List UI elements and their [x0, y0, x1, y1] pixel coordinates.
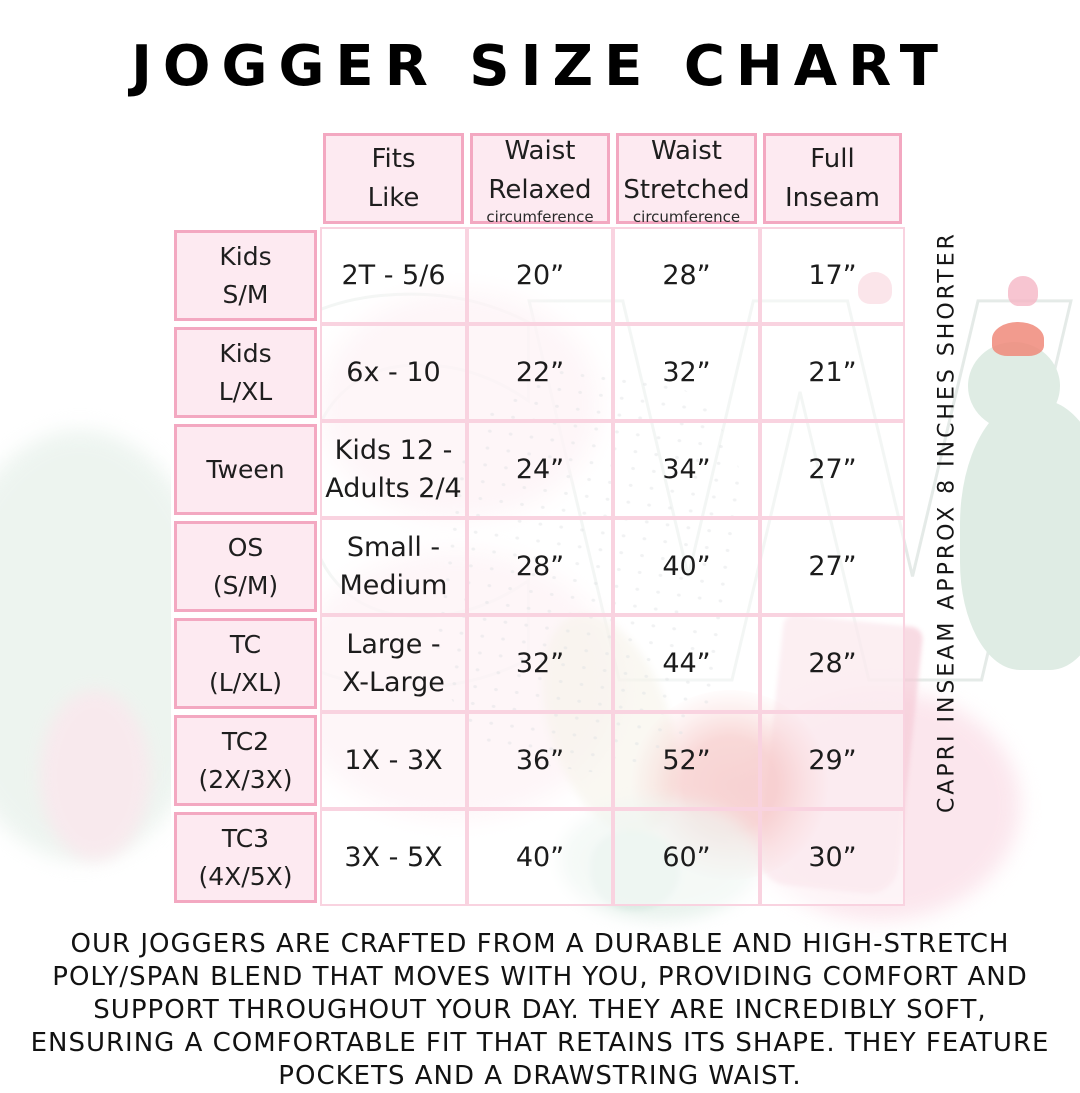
corner-cell: [171, 130, 320, 227]
data-value: 17”: [808, 259, 857, 291]
tulip-decoration: [1008, 276, 1038, 306]
data-cell: 34”: [613, 421, 760, 518]
data-value: 1X - 3X: [344, 744, 443, 776]
data-value: 40”: [662, 550, 711, 582]
size-chart-table: Fits Like Waist Relaxed circumference Waist…: [171, 130, 905, 906]
data-value: 3X - 5X: [344, 841, 443, 873]
row-label-cell: TC2 (2X/3X): [171, 712, 320, 809]
page-title: JOGGER SIZE CHART: [131, 34, 949, 99]
data-cell: 28”: [467, 518, 613, 615]
row-label-cell: Kids S/M: [171, 227, 320, 324]
data-value: Large - X-Large: [342, 628, 445, 698]
row-label: TC (L/XL): [209, 630, 282, 697]
row-label: OS (S/M): [212, 533, 279, 600]
row-label-cell: Tween: [171, 421, 320, 518]
row-label-cell: Kids L/XL: [171, 324, 320, 421]
header-label: Waist Relaxed: [488, 135, 592, 205]
row-label-cell: OS (S/M): [171, 518, 320, 615]
data-cell: 32”: [613, 324, 760, 421]
data-cell: 28”: [760, 615, 905, 712]
data-value: 28”: [808, 647, 857, 679]
data-value: 22”: [515, 356, 565, 388]
data-cell: 36”: [467, 712, 613, 809]
data-value: 34”: [662, 453, 711, 485]
data-cell: 21”: [760, 324, 905, 421]
cactus-flower-decoration: [992, 322, 1044, 356]
data-value: 21”: [808, 356, 857, 388]
header-label: Waist Stretched: [623, 135, 750, 205]
data-cell: 32”: [467, 615, 613, 712]
data-cell: 52”: [613, 712, 760, 809]
data-cell: 28”: [613, 227, 760, 324]
data-cell: 2T - 5/6: [320, 227, 467, 324]
row-label: Tween: [206, 454, 285, 484]
capri-inseam-note: CAPRI INSEAM APPROX 8 INCHES SHORTER: [934, 231, 960, 813]
row-label: Kids S/M: [219, 242, 272, 309]
cactus-decoration: [960, 400, 1080, 670]
data-cell: Large - X-Large: [320, 615, 467, 712]
row-label-cell: TC3 (4X/5X): [171, 809, 320, 906]
data-value: 28”: [515, 550, 565, 582]
pink-blob-decoration: [40, 690, 150, 860]
data-cell: 17”: [760, 227, 905, 324]
data-cell: 27”: [760, 421, 905, 518]
data-value: 29”: [808, 744, 857, 776]
data-value: 27”: [808, 453, 857, 485]
data-value: Kids 12 - Adults 2/4: [325, 434, 462, 504]
header-sublabel: circumference: [632, 207, 741, 226]
data-cell: Small - Medium: [320, 518, 467, 615]
data-value: 44”: [662, 647, 711, 679]
data-value: 60”: [662, 841, 711, 873]
data-value: 32”: [662, 356, 711, 388]
data-value: 32”: [515, 647, 565, 679]
header-cell: Waist Relaxed circumference: [467, 130, 613, 227]
data-cell: 24”: [467, 421, 613, 518]
header-cell: Waist Stretched circumference: [613, 130, 760, 227]
data-value: 52”: [662, 744, 711, 776]
cactus-decoration: [968, 342, 1060, 430]
data-value: 2T - 5/6: [341, 259, 446, 291]
data-cell: 22”: [467, 324, 613, 421]
data-value: 40”: [515, 841, 565, 873]
data-value: Small - Medium: [339, 531, 448, 601]
data-value: 6x - 10: [346, 356, 441, 388]
product-description: OUR JOGGERS ARE CRAFTED FROM A DURABLE A…: [30, 929, 1050, 1091]
row-label-cell: TC (L/XL): [171, 615, 320, 712]
header-label: Full Inseam: [785, 143, 880, 213]
data-cell: 30”: [760, 809, 905, 906]
data-value: 36”: [515, 744, 565, 776]
data-value: 24”: [515, 453, 565, 485]
data-cell: 27”: [760, 518, 905, 615]
data-cell: 3X - 5X: [320, 809, 467, 906]
data-cell: 40”: [613, 518, 760, 615]
data-value: 20”: [515, 259, 565, 291]
row-label: Kids L/XL: [218, 339, 273, 406]
header-sublabel: circumference: [486, 207, 594, 226]
data-cell: Kids 12 - Adults 2/4: [320, 421, 467, 518]
data-cell: 44”: [613, 615, 760, 712]
data-cell: 1X - 3X: [320, 712, 467, 809]
data-cell: 20”: [467, 227, 613, 324]
data-cell: 60”: [613, 809, 760, 906]
data-cell: 40”: [467, 809, 613, 906]
header-label: Fits Like: [367, 143, 420, 213]
data-cell: 6x - 10: [320, 324, 467, 421]
data-value: 27”: [808, 550, 857, 582]
data-cell: 29”: [760, 712, 905, 809]
data-value: 30”: [808, 841, 857, 873]
row-label: TC3 (4X/5X): [198, 824, 293, 891]
data-value: 28”: [662, 259, 711, 291]
row-label: TC2 (2X/3X): [198, 727, 293, 794]
header-cell: Full Inseam: [760, 130, 905, 227]
header-cell: Fits Like: [320, 130, 467, 227]
